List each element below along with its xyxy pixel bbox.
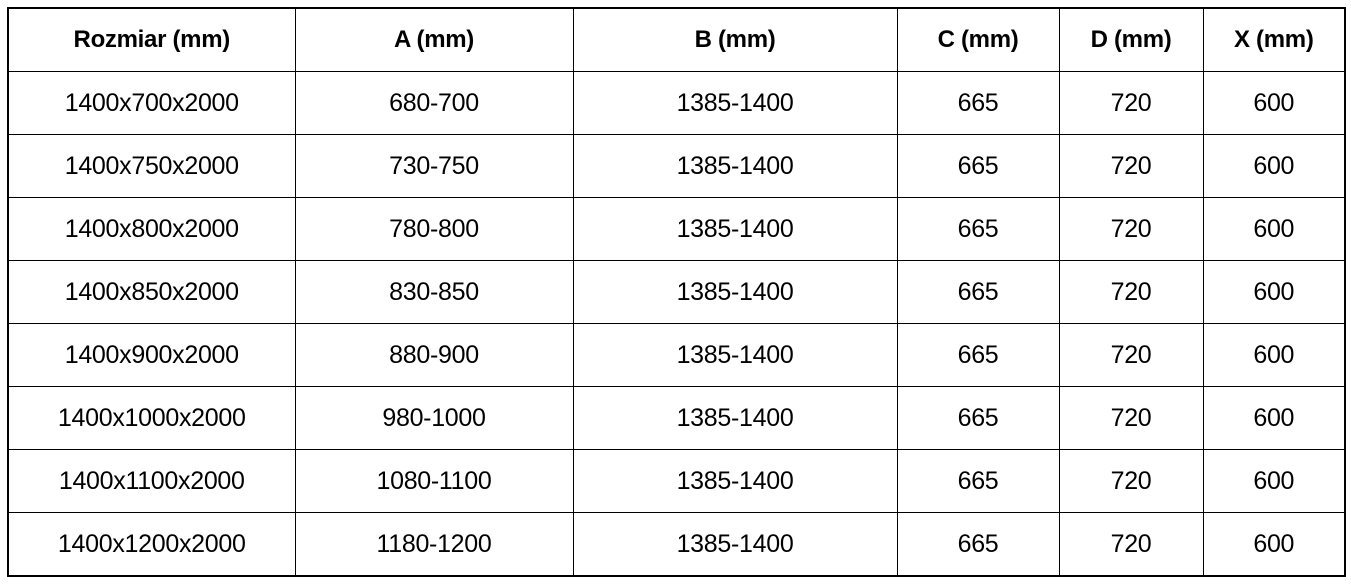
table-cell: 1400x1100x2000 [7,449,296,513]
dimensions-table: Rozmiar (mm) A (mm) B (mm) C (mm) D (mm) X (m… [7,7,1346,577]
table-cell: 665 [896,512,1060,577]
header-row: Rozmiar (mm) A (mm) B (mm) C (mm) D (mm) X (m… [7,7,1346,72]
column-header: X (mm) [1202,7,1346,72]
column-header: Rozmiar (mm) [7,7,296,72]
table-cell: 1385-1400 [572,260,898,324]
table-cell: 720 [1058,134,1204,198]
table-cell: 665 [896,197,1060,261]
table-cell: 600 [1202,260,1346,324]
table-cell: 1400x700x2000 [7,71,296,135]
table-row: 1400x900x2000 880-900 1385-1400 665 720 600 [7,323,1346,387]
table-cell: 665 [896,260,1060,324]
table-cell: 830-850 [294,260,574,324]
table-row: 1400x850x2000 830-850 1385-1400 665 720 600 [7,260,1346,324]
table-cell: 600 [1202,71,1346,135]
table-cell: 1180-1200 [294,512,574,577]
table-cell: 720 [1058,512,1204,577]
table-cell: 1385-1400 [572,512,898,577]
table-cell: 665 [896,134,1060,198]
table-cell: 720 [1058,386,1204,450]
table-row: 1400x750x2000 730-750 1385-1400 665 720 600 [7,134,1346,198]
table-cell: 600 [1202,449,1346,513]
table-row: 1400x700x2000 680-700 1385-1400 665 720 600 [7,71,1346,135]
table-cell: 720 [1058,260,1204,324]
table-cell: 600 [1202,134,1346,198]
table-cell: 665 [896,71,1060,135]
table-cell: 665 [896,449,1060,513]
table-cell: 720 [1058,323,1204,387]
table-cell: 1385-1400 [572,449,898,513]
table-row: 1400x1200x2000 1180-1200 1385-1400 665 720 60… [7,512,1346,577]
table-cell: 600 [1202,197,1346,261]
table-cell: 1400x750x2000 [7,134,296,198]
table-cell: 1400x850x2000 [7,260,296,324]
table-cell: 780-800 [294,197,574,261]
table-cell: 1385-1400 [572,323,898,387]
table-cell: 720 [1058,71,1204,135]
table-cell: 1400x900x2000 [7,323,296,387]
table-cell: 1385-1400 [572,197,898,261]
table-cell: 730-750 [294,134,574,198]
table-row: 1400x1000x2000 980-1000 1385-1400 665 720 600 [7,386,1346,450]
table-cell: 1400x800x2000 [7,197,296,261]
table-cell: 1385-1400 [572,134,898,198]
column-header: C (mm) [896,7,1060,72]
table-cell: 980-1000 [294,386,574,450]
table-cell: 720 [1058,197,1204,261]
table-cell: 1385-1400 [572,71,898,135]
table-cell: 600 [1202,386,1346,450]
table-cell: 600 [1202,323,1346,387]
table-row: 1400x1100x2000 1080-1100 1385-1400 665 720 60… [7,449,1346,513]
table-cell: 680-700 [294,71,574,135]
column-header: A (mm) [294,7,574,72]
column-header: B (mm) [572,7,898,72]
column-header: D (mm) [1058,7,1204,72]
table-cell: 600 [1202,512,1346,577]
table-cell: 1400x1000x2000 [7,386,296,450]
table-cell: 1080-1100 [294,449,574,513]
table-cell: 665 [896,323,1060,387]
table-cell: 720 [1058,449,1204,513]
table-cell: 1385-1400 [572,386,898,450]
table-cell: 1400x1200x2000 [7,512,296,577]
table-cell: 665 [896,386,1060,450]
table-cell: 880-900 [294,323,574,387]
table-row: 1400x800x2000 780-800 1385-1400 665 720 600 [7,197,1346,261]
